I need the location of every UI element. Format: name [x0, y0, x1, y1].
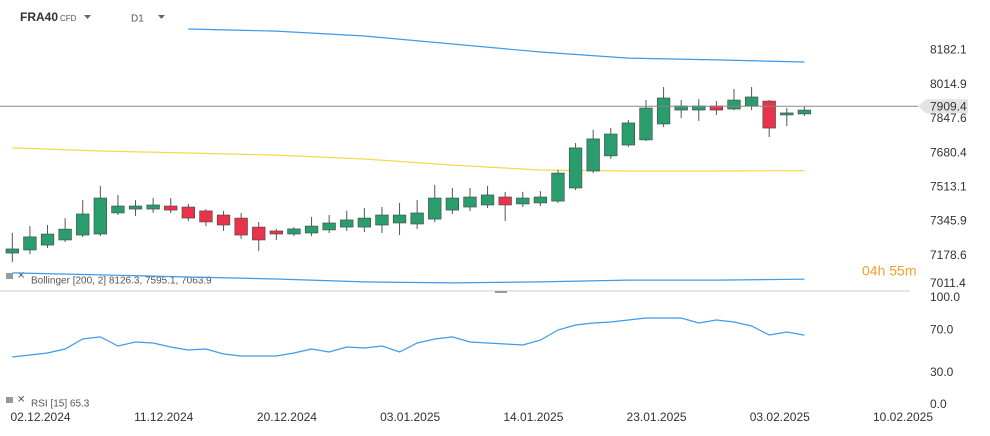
- candle-body: [234, 217, 248, 236]
- x-tick-label: 03.01.2025: [380, 410, 440, 424]
- candle-body: [410, 212, 424, 225]
- candle-body: [23, 236, 37, 251]
- symbol[interactable]: FRA40: [20, 10, 58, 24]
- y-tick-label: 7011.4: [930, 276, 966, 290]
- candle-body: [357, 217, 371, 228]
- x-tick-label: 02.12.2024: [10, 410, 70, 424]
- x-tick-label: 10.02.2025: [873, 410, 933, 424]
- candle-body: [551, 172, 565, 202]
- y-tick-label: 7178.6: [930, 248, 967, 262]
- indicator-close[interactable]: ✕: [17, 271, 25, 282]
- candle-body: [445, 197, 459, 211]
- candle-body: [5, 248, 19, 254]
- candle-body: [392, 214, 407, 224]
- timeframe-dropdown[interactable]: [158, 15, 165, 19]
- rsi-line: [12, 317, 805, 358]
- candle-body: [199, 210, 213, 223]
- candle-body: [322, 222, 336, 231]
- candle-body: [252, 226, 266, 241]
- y-tick-label: 7345.9: [930, 214, 967, 228]
- y-tick-label: 7847.6: [930, 111, 967, 125]
- candle-body: [568, 147, 583, 189]
- candle-body: [40, 233, 55, 246]
- y-tick-label: 70.0: [930, 322, 954, 336]
- candle-body: [146, 204, 160, 210]
- candle-body: [780, 112, 794, 116]
- x-tick-label: 11.12.2024: [134, 410, 193, 424]
- last-price-label: 7909.4: [930, 99, 967, 113]
- candle-body: [128, 205, 143, 210]
- candle-body: [656, 97, 671, 125]
- timeframe[interactable]: D1: [131, 14, 144, 25]
- candle-body: [727, 99, 741, 110]
- candle-body: [111, 205, 125, 214]
- candle-body: [304, 225, 319, 234]
- candle-body: [76, 213, 90, 236]
- candle-body: [340, 219, 354, 228]
- instrument-type: CFD: [60, 14, 77, 23]
- y-tick-label: 8014.9: [930, 77, 967, 91]
- bollinger-band: [12, 272, 805, 284]
- candle-body: [621, 122, 636, 146]
- x-tick-label: 23.01.2025: [627, 410, 687, 424]
- y-tick-label: 8182.1: [930, 43, 967, 57]
- y-tick-label: 7680.4: [930, 145, 967, 159]
- candle-body: [58, 228, 72, 241]
- y-tick-label: 30.0: [930, 365, 954, 379]
- x-tick-label: 03.02.2025: [750, 410, 810, 424]
- candle-body: [375, 214, 389, 226]
- x-tick-label: 14.01.2025: [503, 410, 563, 424]
- bollinger-band: [188, 28, 805, 63]
- symbol-dropdown[interactable]: [84, 15, 91, 19]
- candle-body: [797, 109, 812, 115]
- y-tick-label: 100.0: [930, 290, 960, 304]
- candle-body: [216, 214, 231, 226]
- indicator-icon[interactable]: [6, 273, 13, 279]
- candle-body: [164, 205, 178, 211]
- bollinger-label: Bollinger [200, 2] 8126.3, 7595.1, 7063.…: [31, 276, 212, 287]
- candle-body: [287, 228, 301, 235]
- rsi-label: RSI [15] 65.3: [31, 399, 90, 410]
- candle-body: [639, 107, 653, 141]
- last-price-tag: [918, 99, 968, 114]
- candle-body: [762, 100, 776, 129]
- countdown: 04h 55m: [862, 263, 916, 279]
- candle-body: [516, 197, 530, 205]
- x-tick-label: 20.12.2024: [257, 410, 317, 424]
- candle-body: [498, 196, 512, 206]
- bollinger-band: [12, 147, 805, 172]
- candle-body: [181, 206, 195, 219]
- candle-body: [463, 196, 477, 208]
- y-tick-label: 7513.1: [930, 180, 967, 194]
- candle-body: [604, 133, 618, 157]
- candle-body: [586, 138, 600, 172]
- indicator-close[interactable]: ✕: [17, 395, 25, 406]
- candle-body: [480, 194, 495, 206]
- candle-body: [533, 196, 548, 204]
- y-tick-label: 0.0: [930, 397, 947, 411]
- candle-body: [744, 96, 759, 107]
- candle-body: [428, 197, 442, 220]
- candle-body: [269, 230, 283, 235]
- candle-body: [93, 197, 107, 235]
- indicator-icon[interactable]: [6, 397, 13, 403]
